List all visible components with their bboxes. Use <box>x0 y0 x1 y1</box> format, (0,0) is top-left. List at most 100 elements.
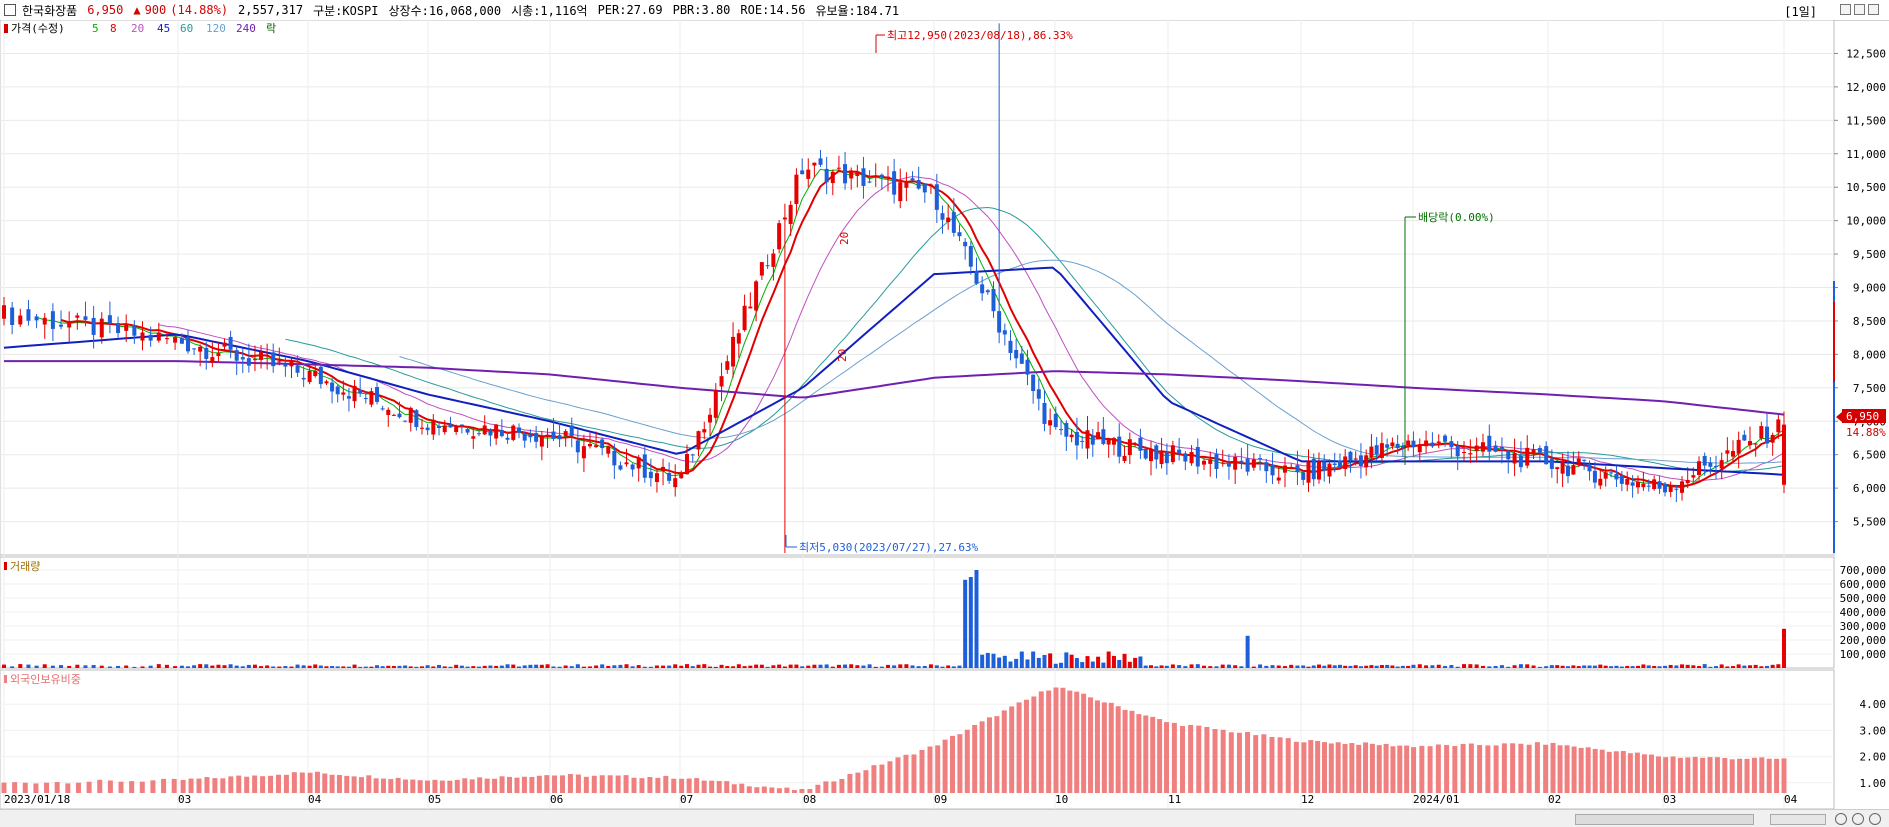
high-annotation-text: 최고12,950(2023/08/18),86.33% <box>887 29 1073 42</box>
foreign-bar <box>911 754 917 793</box>
candle-body <box>173 337 178 343</box>
foreign-bar <box>709 780 715 793</box>
candle-body <box>736 333 741 344</box>
candle-body <box>59 324 64 327</box>
volume-bar <box>34 665 39 668</box>
foreign-bar <box>380 778 386 793</box>
candle-body <box>477 433 482 435</box>
foreign-bar <box>1759 757 1765 793</box>
volume-bar <box>83 665 88 668</box>
volume-bar <box>1691 665 1696 668</box>
minimize-button[interactable] <box>1840 4 1851 15</box>
candle-body <box>1449 441 1454 448</box>
volume-bar <box>812 664 817 668</box>
candle-body <box>1148 449 1153 462</box>
candle-body <box>192 348 197 350</box>
candle-body <box>1576 458 1581 464</box>
volume-bar <box>575 664 580 668</box>
volume-bar <box>1220 664 1225 668</box>
price-tick-label: 9,500 <box>1853 248 1886 261</box>
foreign-bar <box>484 778 490 793</box>
period-selector[interactable]: [1일] <box>1784 5 1817 19</box>
maximize-button[interactable] <box>1854 4 1865 15</box>
volume-bar <box>471 666 476 668</box>
close-button[interactable] <box>1868 4 1879 15</box>
volume-bar <box>204 664 209 668</box>
foreign-bar <box>1060 687 1066 793</box>
candle-body <box>892 171 897 195</box>
foreign-bar <box>1067 690 1073 793</box>
foreign-bar <box>1269 736 1275 793</box>
volume-bar <box>985 652 990 668</box>
price-tick-label: 11,500 <box>1846 114 1886 127</box>
volume-bar <box>295 664 300 668</box>
candle-body <box>951 212 956 233</box>
volume-bar <box>600 664 605 668</box>
foreign-bar <box>462 778 468 793</box>
foreign-bar <box>1122 709 1128 793</box>
volume-bar <box>1143 665 1148 668</box>
candle-body <box>1348 451 1353 461</box>
foreign-bar <box>1101 702 1107 793</box>
foreign-bar <box>1781 758 1787 793</box>
volume-bar <box>1449 665 1454 668</box>
foreign-bars <box>1 687 1787 793</box>
foreign-bar <box>895 757 901 793</box>
foreign-bar <box>754 787 760 793</box>
foreign-bar <box>314 771 320 793</box>
foreign-bar <box>1578 747 1584 793</box>
foreign-bar <box>1477 745 1483 793</box>
foreign-bar <box>871 765 877 793</box>
candle-body <box>1332 463 1337 465</box>
zoom-slider[interactable] <box>1770 814 1826 825</box>
foreign-bar <box>887 761 893 793</box>
candle-body <box>265 354 270 356</box>
candle-body <box>1646 485 1651 487</box>
volume-bar <box>1770 664 1775 668</box>
volume-bar <box>375 665 380 668</box>
volume-bar <box>910 665 915 668</box>
zoom-reset-icon[interactable] <box>1869 813 1881 825</box>
candle-body <box>1025 359 1030 375</box>
candle-body <box>1544 446 1549 465</box>
foreign-bar <box>1751 757 1757 793</box>
foreign-bar <box>631 777 637 793</box>
foreign-bar <box>299 772 305 793</box>
volume-bar <box>654 665 659 668</box>
candle-body <box>1327 463 1332 477</box>
volume-bar <box>1343 665 1348 668</box>
zoom-in-icon[interactable] <box>1852 813 1864 825</box>
checkbox[interactable] <box>4 4 16 16</box>
volume-bar <box>259 666 264 668</box>
candle-body <box>1525 447 1530 466</box>
candle-body <box>731 336 736 367</box>
candle-body <box>295 365 300 373</box>
candle-body <box>594 445 599 448</box>
candle-body <box>654 473 659 483</box>
volume-bar <box>534 664 539 668</box>
candle-body <box>957 232 962 237</box>
foreign-bar <box>536 775 542 793</box>
volume-bar <box>1096 656 1101 668</box>
volume-bar <box>1400 665 1405 668</box>
foreign-bar <box>307 772 313 793</box>
candle-body <box>1619 475 1624 484</box>
volume-bar <box>91 665 96 668</box>
foreign-bar <box>986 717 992 793</box>
candle-body <box>1765 426 1770 444</box>
foreign-bar <box>927 746 933 793</box>
candle-body <box>824 168 829 183</box>
volume-bar <box>1674 665 1679 668</box>
volume-legend: 거래량 <box>4 560 40 573</box>
zoom-out-icon[interactable] <box>1835 813 1847 825</box>
candle-body <box>1395 443 1400 449</box>
dividend-annotation: 배당락(0.00%) <box>1404 211 1495 465</box>
stock-chart[interactable]: 5,5006,0006,5007,0007,5008,0008,5009,000… <box>0 20 1889 809</box>
scrollbar-track[interactable] <box>1575 814 1754 825</box>
foreign-bar <box>831 781 837 793</box>
volume-bar <box>1636 665 1640 668</box>
foreign-bar <box>366 775 372 793</box>
candle-body <box>391 414 396 416</box>
candle-body <box>1474 445 1479 452</box>
volume-bar <box>618 664 623 668</box>
